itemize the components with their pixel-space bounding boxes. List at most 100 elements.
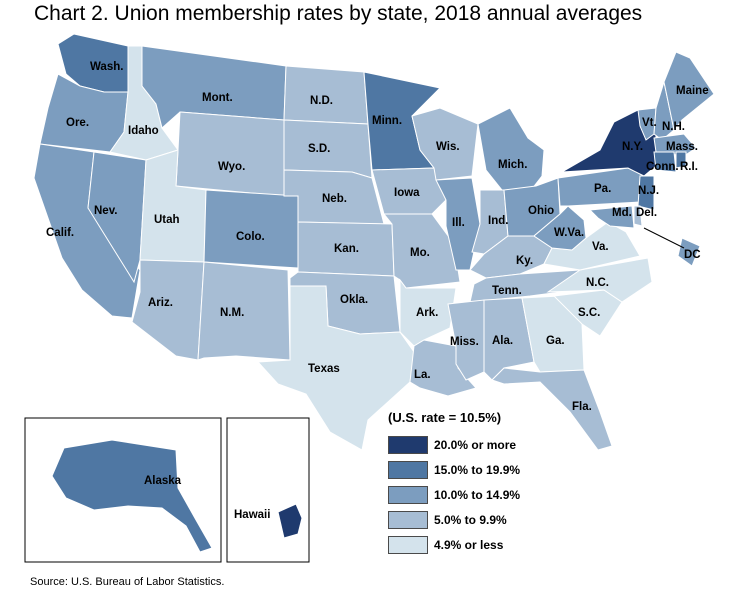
state-label-ark: Ark. — [416, 307, 438, 319]
state-label-ohio: Ohio — [528, 205, 554, 217]
state-wyo — [175, 111, 285, 197]
state-label-ind: Ind. — [488, 215, 508, 227]
state-colo — [203, 189, 299, 269]
state-label-alaska: Alaska — [144, 475, 182, 487]
state-iowa — [371, 167, 447, 215]
state-label-calif: Calif. — [46, 227, 74, 239]
state-n-h — [653, 81, 675, 141]
state-label-sc: S.C. — [578, 307, 600, 319]
state-label-wash: Wash. — [90, 61, 123, 73]
state-label-maine: Maine — [676, 85, 709, 97]
state-label-utah: Utah — [154, 214, 180, 226]
legend-label: 4.9% or less — [434, 538, 504, 552]
state-label-fla: Fla. — [572, 401, 592, 413]
state-label-nc: N.C. — [586, 277, 609, 289]
state-label-mich: Mich. — [498, 159, 527, 171]
legend-swatch — [388, 536, 428, 554]
legend-swatch — [388, 486, 428, 504]
state-label-nd: N.D. — [310, 95, 333, 107]
legend-item-20-or-more: 20.0% or more — [388, 433, 520, 457]
legend-item-5-to-9-9: 5.0% to 9.9% — [388, 508, 520, 532]
state-label-ill: Ill. — [452, 217, 465, 229]
state-label-idaho: Idaho — [128, 125, 159, 137]
legend-item-4-9-or-less: 4.9% or less — [388, 533, 520, 557]
state-label-texas: Texas — [308, 363, 340, 375]
state-mich — [477, 107, 545, 195]
hawaii-inset-frame — [226, 417, 310, 563]
state-s-c — [552, 289, 623, 337]
legend-label: 20.0% or more — [434, 438, 517, 452]
state-label-ny: N.Y. — [622, 141, 643, 153]
state-maine — [663, 51, 715, 132]
state-label-colo: Colo. — [236, 231, 265, 243]
legend-item-15-to-19-9: 15.0% to 19.9% — [388, 458, 520, 482]
state-ariz — [131, 259, 205, 361]
chart-title: Chart 2. Union membership rates by state… — [34, 2, 643, 25]
state-label-del: Del. — [636, 207, 657, 219]
legend-label: 5.0% to 9.9% — [434, 513, 507, 527]
state-label-kan: Kan. — [334, 243, 359, 255]
state-label-nm: N.M. — [220, 307, 244, 319]
state-label-pa: Pa. — [594, 183, 611, 195]
legend-label: 10.0% to 14.9% — [434, 488, 521, 502]
legend-label: 15.0% to 19.9% — [434, 463, 521, 477]
state-label-ky: Ky. — [516, 255, 533, 267]
state-hawaii — [277, 503, 303, 539]
state-label-neb: Neb. — [322, 193, 347, 205]
state-label-nev: Nev. — [94, 205, 117, 217]
us-rate-note: (U.S. rate = 10.5%) — [388, 410, 502, 425]
state-label-minn: Minn. — [372, 115, 402, 127]
state-mass — [653, 133, 697, 157]
state-label-mont: Mont. — [202, 92, 233, 104]
state-fla — [491, 367, 613, 451]
legend: (U.S. rate = 10.5%) 20.0% or more 15.0% … — [388, 410, 520, 558]
state-dc — [677, 237, 701, 267]
state-ill — [435, 177, 481, 271]
state-label-ala: Ala. — [492, 335, 513, 347]
state-label-sd: S.D. — [308, 143, 330, 155]
legend-swatch — [388, 511, 428, 529]
state-n-j — [637, 175, 655, 211]
state-label-nh: N.H. — [662, 121, 685, 133]
legend-item-10-to-14-9: 10.0% to 14.9% — [388, 483, 520, 507]
state-label-mo: Mo. — [410, 247, 430, 259]
state-md — [588, 205, 635, 229]
state-conn — [653, 151, 677, 173]
state-label-dc: DC — [684, 249, 701, 261]
state-wis — [411, 107, 479, 181]
state-nev — [87, 151, 147, 284]
state-label-va: Va. — [592, 241, 609, 253]
state-texas — [256, 285, 415, 451]
state-label-mass: Mass. — [666, 141, 698, 153]
legend-swatch — [388, 436, 428, 454]
state-label-vt: Vt. — [642, 117, 657, 129]
legend-swatch — [388, 461, 428, 479]
state-ark — [399, 278, 457, 347]
state-label-ariz: Ariz. — [148, 297, 173, 309]
state-label-wis: Wis. — [436, 141, 460, 153]
state-label-nj: N.J. — [638, 185, 659, 197]
state-label-ore: Ore. — [66, 117, 89, 129]
state-alaska — [51, 439, 213, 553]
state-n-m — [197, 261, 291, 361]
state-label-iowa: Iowa — [394, 187, 420, 199]
source-note: Source: U.S. Bureau of Labor Statistics. — [30, 576, 225, 588]
state-label-miss: Miss. — [450, 336, 479, 348]
state-label-ga: Ga. — [546, 335, 565, 347]
state-label-ri: R.I. — [680, 161, 698, 173]
state-w-va — [533, 205, 587, 251]
dc-leader-line — [643, 227, 685, 249]
state-label-tenn: Tenn. — [492, 285, 522, 297]
state-label-wva: W.Va. — [554, 227, 584, 239]
state-la — [409, 339, 477, 397]
state-label-okla: Okla. — [340, 294, 368, 306]
state-label-md: Md. — [612, 207, 632, 219]
state-label-conn: Conn. — [646, 161, 679, 173]
state-label-la: La. — [414, 369, 431, 381]
state-label-wyo: Wyo. — [218, 161, 245, 173]
state-vt — [637, 107, 657, 141]
state-r-i — [675, 151, 687, 169]
state-del — [633, 205, 643, 227]
state-label-hawaii: Hawaii — [234, 509, 270, 521]
